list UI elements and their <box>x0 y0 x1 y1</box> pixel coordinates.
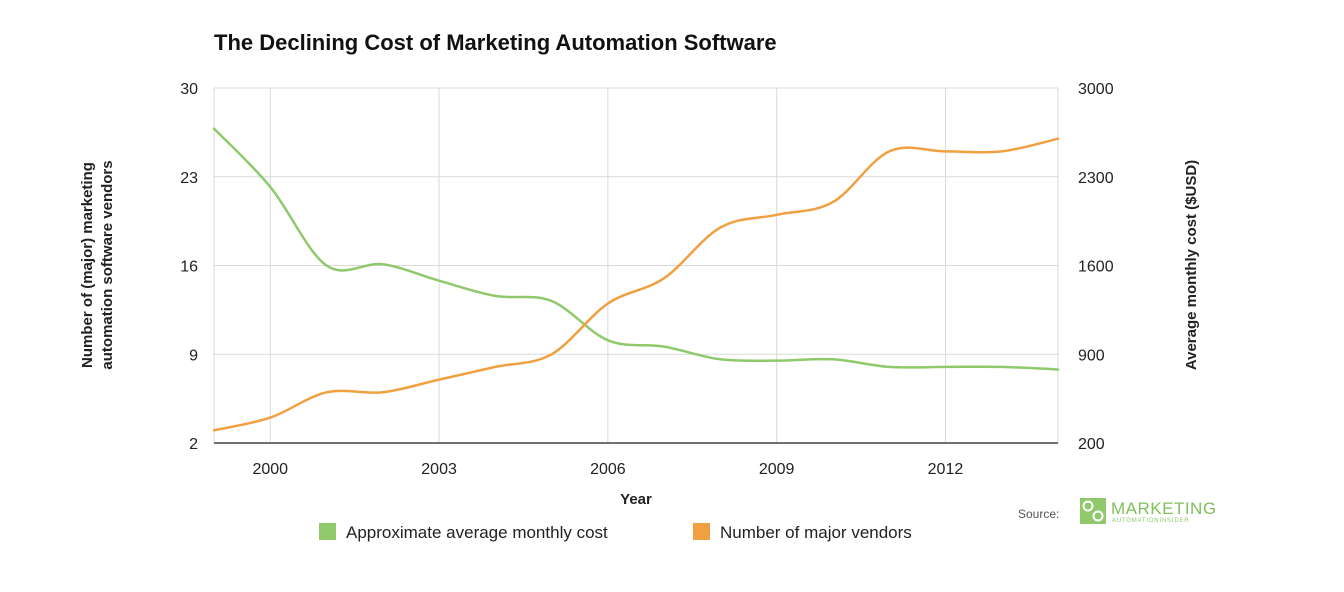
x-tick-label: 2003 <box>421 461 457 478</box>
left-tick-label: 9 <box>189 347 198 364</box>
right-tick-label: 900 <box>1078 347 1105 364</box>
x-tick-label: 2012 <box>928 461 964 478</box>
right-tick-label: 2300 <box>1078 170 1114 187</box>
series-line-monthly-cost <box>212 127 1060 371</box>
series-line-vendors <box>212 137 1060 432</box>
chart-title: The Declining Cost of Marketing Automati… <box>214 30 777 55</box>
right-tick-label: 1600 <box>1078 259 1114 276</box>
gears-icon <box>1080 498 1106 524</box>
x-tick-label: 2009 <box>759 461 795 478</box>
source-label: Source: <box>1018 507 1059 521</box>
left-axis-label-line-2: automation software vendors <box>99 160 116 369</box>
right-axis-label-group: Average monthly cost ($USD) <box>1183 160 1200 370</box>
right-tick-label: 200 <box>1078 436 1105 453</box>
right-axis-label: Average monthly cost ($USD) <box>1183 160 1200 370</box>
logo-wordmark: MARKETING <box>1111 499 1217 518</box>
x-tick-label: 2006 <box>590 461 626 478</box>
legend-label-vendors: Number of major vendors <box>720 523 912 542</box>
left-axis-label: Number of (major) marketing automation s… <box>79 160 116 369</box>
left-tick-label: 23 <box>180 170 198 187</box>
left-tick-label: 30 <box>180 81 198 98</box>
series-lines <box>212 127 1060 432</box>
left-tick-label: 16 <box>180 259 198 276</box>
x-axis-label: Year <box>620 491 652 508</box>
left-tick-label: 2 <box>189 436 198 453</box>
legend: Approximate average monthly cost Number … <box>319 523 912 542</box>
legend-label-monthly-cost: Approximate average monthly cost <box>346 523 608 542</box>
legend-swatch-vendors <box>693 523 710 540</box>
gridlines <box>213 87 1059 443</box>
left-axis-label-line-1: Number of (major) marketing <box>79 162 96 368</box>
source-attribution: Source: MARKETING AUTOMATIONINSIDER <box>1018 498 1217 524</box>
right-tick-label: 3000 <box>1078 81 1114 98</box>
x-tick-label: 2000 <box>252 461 288 478</box>
legend-swatch-monthly-cost <box>319 523 336 540</box>
tick-labels: 2 9 16 23 30 200 900 1600 2300 3000 2000 2003 2006 20… <box>180 81 1113 478</box>
logo-subtitle: AUTOMATIONINSIDER <box>1112 518 1189 524</box>
